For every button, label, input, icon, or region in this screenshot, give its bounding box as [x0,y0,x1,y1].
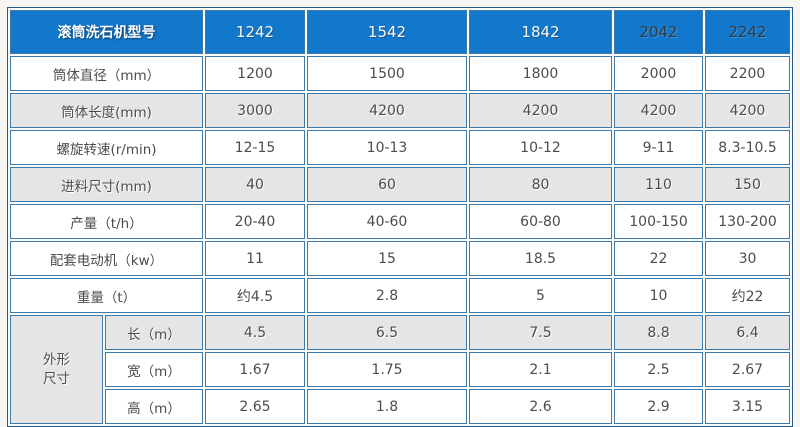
spec-value-cell: 40-60 [307,204,467,239]
spec-value-cell: 6.4 [705,315,790,350]
header-model-cell: 2042 [614,10,703,54]
spec-value-cell: 3000 [205,93,305,128]
spec-value-cell: 1.75 [307,352,467,387]
spec-value-cell: 100-150 [614,204,703,239]
spec-value-cell: 4200 [705,93,790,128]
spec-value-cell: 2.67 [705,352,790,387]
table-row: 进料尺寸(mm) 40 60 80 110 150 [10,167,790,202]
spec-value-cell: 1200 [205,56,305,91]
spec-value-cell: 11 [205,241,305,276]
spec-value-cell: 10 [614,278,703,313]
spec-value-cell: 2.6 [469,389,612,424]
header-row: 滚筒洗石机型号 1242 1542 1842 2042 2242 [10,10,790,54]
spec-value-cell: 7.5 [469,315,612,350]
dimension-group-line: 外形 [43,351,70,368]
dimension-label-cell: 宽（m） [105,352,203,387]
spec-value-cell: 约22 [705,278,790,313]
spec-value-cell: 60-80 [469,204,612,239]
spec-value-cell: 20-40 [205,204,305,239]
spec-value-cell: 9-11 [614,130,703,165]
spec-value-cell: 22 [614,241,703,276]
spec-value-cell: 40 [205,167,305,202]
spec-value-cell: 1.8 [307,389,467,424]
table-row: 筒体直径（mm） 1200 1500 1800 2000 2200 [10,56,790,91]
spec-value-cell: 2.1 [469,352,612,387]
spec-label-cell: 重量（t） [10,278,203,313]
spec-label-cell: 筒体长度(mm) [10,93,203,128]
spec-value-cell: 1800 [469,56,612,91]
spec-value-cell: 12-15 [205,130,305,165]
spec-value-cell: 5 [469,278,612,313]
spec-label-cell: 螺旋转速(r/min) [10,130,203,165]
spec-value-cell: 4200 [307,93,467,128]
dimension-group-cell: 外形 尺寸 [10,315,103,424]
spec-value-cell: 130-200 [705,204,790,239]
spec-value-cell: 18.5 [469,241,612,276]
spec-value-cell: 4200 [614,93,703,128]
spec-label-cell: 配套电动机（kw） [10,241,203,276]
spec-value-cell: 约4.5 [205,278,305,313]
spec-value-cell: 2000 [614,56,703,91]
spec-value-cell: 2.5 [614,352,703,387]
spec-value-cell: 6.5 [307,315,467,350]
spec-label-cell: 进料尺寸(mm) [10,167,203,202]
spec-value-cell: 1500 [307,56,467,91]
spec-table: 滚筒洗石机型号 1242 1542 1842 2042 2242 筒体直径（mm… [7,7,793,427]
spec-value-cell: 4.5 [205,315,305,350]
spec-value-cell: 10-12 [469,130,612,165]
table-title: 滚筒洗石机型号 [10,10,203,54]
spec-value-cell: 15 [307,241,467,276]
spec-value-cell: 8.3-10.5 [705,130,790,165]
header-model-cell: 1242 [205,10,305,54]
dimension-label-cell: 高（m） [105,389,203,424]
spec-value-cell: 4200 [469,93,612,128]
header-model-cell: 1542 [307,10,467,54]
spec-value-cell: 8.8 [614,315,703,350]
spec-value-cell: 2.9 [614,389,703,424]
spec-value-cell: 2.8 [307,278,467,313]
spec-value-cell: 2.65 [205,389,305,424]
spec-value-cell: 60 [307,167,467,202]
spec-value-cell: 2200 [705,56,790,91]
table-row: 重量（t） 约4.5 2.8 5 10 约22 [10,278,790,313]
dimension-group-line: 尺寸 [43,370,70,387]
spec-value-cell: 80 [469,167,612,202]
table-row: 产量（t/h） 20-40 40-60 60-80 100-150 130-20… [10,204,790,239]
dimension-label-cell: 长（m） [105,315,203,350]
table-row: 配套电动机（kw） 11 15 18.5 22 30 [10,241,790,276]
spec-value-cell: 3.15 [705,389,790,424]
spec-value-cell: 1.67 [205,352,305,387]
header-model-cell: 2242 [705,10,790,54]
spec-label-cell: 产量（t/h） [10,204,203,239]
spec-value-cell: 10-13 [307,130,467,165]
table-row: 宽（m） 1.67 1.75 2.1 2.5 2.67 [10,352,790,387]
spec-value-cell: 30 [705,241,790,276]
spec-value-cell: 110 [614,167,703,202]
table-row: 筒体长度(mm) 3000 4200 4200 4200 4200 [10,93,790,128]
spec-label-cell: 筒体直径（mm） [10,56,203,91]
spec-value-cell: 150 [705,167,790,202]
table-row: 外形 尺寸 长（m） 4.5 6.5 7.5 8.8 6.4 [10,315,790,424]
header-model-cell: 1842 [469,10,612,54]
table-row: 螺旋转速(r/min) 12-15 10-13 10-12 9-11 8.3-1… [10,130,790,165]
table-row: 高（m） 2.65 1.8 2.6 2.9 3.15 [10,389,790,424]
